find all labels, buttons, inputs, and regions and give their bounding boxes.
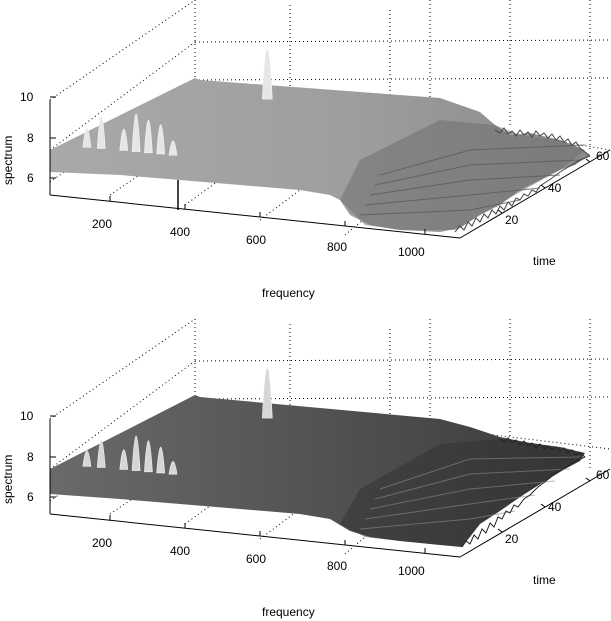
z-tick-label: 10 bbox=[20, 409, 34, 423]
y-axis-label: time bbox=[533, 573, 556, 587]
peak-mark bbox=[119, 449, 129, 470]
spectral-peaks bbox=[82, 367, 273, 475]
x-tick-label: 800 bbox=[327, 240, 347, 254]
y-tick-label: 40 bbox=[548, 181, 562, 195]
x-axis-label: frequency bbox=[262, 286, 315, 300]
axes bbox=[49, 100, 611, 239]
surface-front-shading bbox=[340, 439, 580, 547]
x-tick-label: 200 bbox=[92, 217, 112, 231]
x-tick-label: 600 bbox=[246, 233, 266, 247]
y-tick-label: 20 bbox=[505, 213, 519, 227]
z-tick-labels: 10 8 6 bbox=[20, 90, 34, 185]
axis-ticks bbox=[50, 96, 591, 234]
z-tick-label: 8 bbox=[27, 450, 34, 464]
peak-mark bbox=[119, 128, 129, 151]
y-tick-label: 40 bbox=[548, 500, 562, 514]
spectral-peaks bbox=[82, 48, 273, 156]
x-tick-label: 200 bbox=[92, 536, 112, 550]
y-tick-label: 20 bbox=[505, 532, 519, 546]
x-tick-labels: 200 400 600 800 1000 bbox=[92, 536, 425, 578]
surface-plot-top: 10 8 6 200 400 600 800 1000 20 40 60 spe… bbox=[1, 0, 611, 300]
x-axis-label: frequency bbox=[262, 605, 315, 619]
x-tick-label: 600 bbox=[246, 552, 266, 566]
noise-edge bbox=[494, 127, 591, 157]
x-tick-label: 400 bbox=[170, 544, 190, 558]
y-tick-label: 60 bbox=[596, 468, 610, 482]
peak-mark bbox=[261, 367, 273, 419]
peak-mark bbox=[261, 48, 273, 100]
peak-mark bbox=[96, 116, 106, 149]
x-tick-label: 800 bbox=[327, 559, 347, 573]
peak-mark bbox=[156, 124, 166, 155]
x-tick-label: 1000 bbox=[398, 245, 425, 259]
x-tick-labels: 200 400 600 800 1000 bbox=[92, 217, 425, 259]
peak-mark bbox=[168, 461, 178, 475]
y-tick-labels: 20 40 60 bbox=[505, 468, 610, 546]
x-tick-label: 1000 bbox=[398, 564, 425, 578]
peak-mark bbox=[168, 140, 178, 156]
surface-plot-bottom: 10 8 6 200 400 600 800 1000 20 40 60 spe… bbox=[1, 318, 611, 619]
peak-mark bbox=[82, 450, 92, 467]
peak-mark bbox=[144, 440, 153, 473]
axis-ticks bbox=[50, 415, 591, 553]
z-tick-labels: 10 8 6 bbox=[20, 409, 34, 504]
y-tick-label: 60 bbox=[596, 149, 610, 163]
z-tick-label: 10 bbox=[20, 90, 34, 104]
peak-mark bbox=[144, 119, 153, 154]
time-ridges bbox=[359, 144, 586, 216]
time-ridges bbox=[359, 456, 581, 530]
z-axis-label: spectrum bbox=[1, 455, 15, 504]
z-axis-label: spectrum bbox=[1, 136, 15, 185]
noise-edge bbox=[499, 437, 586, 458]
noise-edge-front bbox=[461, 456, 586, 548]
z-tick-label: 6 bbox=[27, 171, 34, 185]
x-tick-label: 400 bbox=[170, 225, 190, 239]
peak-mark bbox=[156, 446, 166, 474]
y-axis-label: time bbox=[533, 254, 556, 268]
peak-mark bbox=[96, 440, 106, 468]
noise-edge-front bbox=[454, 155, 591, 233]
axes bbox=[49, 419, 611, 558]
surface-body bbox=[50, 395, 585, 547]
y-tick-labels: 20 40 60 bbox=[505, 149, 610, 227]
peak-mark bbox=[131, 113, 141, 152]
z-tick-label: 8 bbox=[27, 131, 34, 145]
peak-mark bbox=[82, 128, 92, 148]
z-tick-label: 6 bbox=[27, 490, 34, 504]
peak-mark bbox=[131, 435, 141, 471]
